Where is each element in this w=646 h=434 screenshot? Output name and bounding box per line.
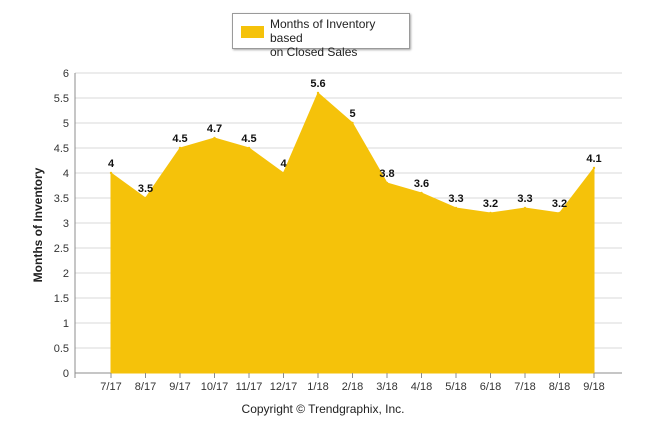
y-tick-label: 5 [63,118,69,130]
data-point [558,211,561,215]
data-label: 3.3 [517,193,532,205]
data-label: 5.6 [310,78,325,90]
data-point [420,191,423,195]
x-tick-label: 2/18 [342,381,363,393]
data-point [282,171,285,175]
chart-legend: Months of Inventory based on Closed Sale… [232,13,410,59]
data-label: 3.8 [379,168,394,180]
x-tick-label: 6/18 [480,381,501,393]
x-tick-label: 9/17 [169,381,190,393]
data-point [144,196,147,200]
data-point [592,166,596,170]
data-point [213,136,216,140]
data-point [109,171,113,175]
y-tick-label: 5.5 [54,93,69,105]
y-tick-label: 4 [63,168,69,180]
legend-label: Months of Inventory based on Closed Sale… [270,17,410,59]
data-label: 4 [108,158,115,170]
data-point [178,146,182,150]
y-tick-label: 2 [63,268,69,280]
data-point [385,181,389,185]
data-point [351,121,354,125]
x-tick-label: 12/17 [270,381,298,393]
data-label: 3.3 [448,193,463,205]
data-label: 4.1 [586,153,601,165]
y-tick-label: 4.5 [54,143,69,155]
x-tick-label: 5/18 [445,381,466,393]
x-tick-label: 4/18 [411,381,432,393]
y-tick-label: 1.5 [54,293,69,305]
data-label: 3.2 [483,198,498,210]
x-tick-label: 1/18 [307,381,328,393]
x-tick-label: 8/18 [549,381,570,393]
legend-swatch [241,26,264,38]
data-label: 3.6 [414,178,429,190]
y-tick-label: 3 [63,218,69,230]
x-tick-label: 8/17 [135,381,156,393]
y-tick-label: 0 [63,368,69,380]
area-series [110,92,595,374]
x-tick-label: 10/17 [201,381,229,393]
data-label: 3.5 [138,183,153,195]
legend-label-line2: on Closed Sales [270,45,358,59]
copyright-text: Copyright © Trendgraphix, Inc. [241,402,405,416]
x-tick-label: 11/17 [236,381,263,393]
data-point [316,91,320,95]
data-point [247,146,251,150]
data-point [454,206,458,210]
y-tick-label: 2.5 [54,243,69,255]
x-tick-label: 7/17 [100,381,121,393]
data-point [523,206,527,210]
y-axis-title: Months of Inventory [31,167,45,283]
data-label: 4.5 [241,133,256,145]
y-tick-label: 1 [63,318,69,330]
data-label: 3.2 [552,198,567,210]
data-label: 5 [349,108,355,120]
x-tick-label: 9/18 [583,381,604,393]
legend-label-line1: Months of Inventory based [270,17,376,45]
y-tick-label: 6 [63,68,69,80]
data-label: 4 [280,158,287,170]
x-tick-label: 3/18 [376,381,397,393]
x-tick-label: 7/18 [514,381,535,393]
data-point [489,211,492,215]
y-tick-label: 0.5 [54,343,69,355]
data-label: 4.5 [172,133,187,145]
y-tick-label: 3.5 [54,193,69,205]
data-label: 4.7 [207,123,222,135]
